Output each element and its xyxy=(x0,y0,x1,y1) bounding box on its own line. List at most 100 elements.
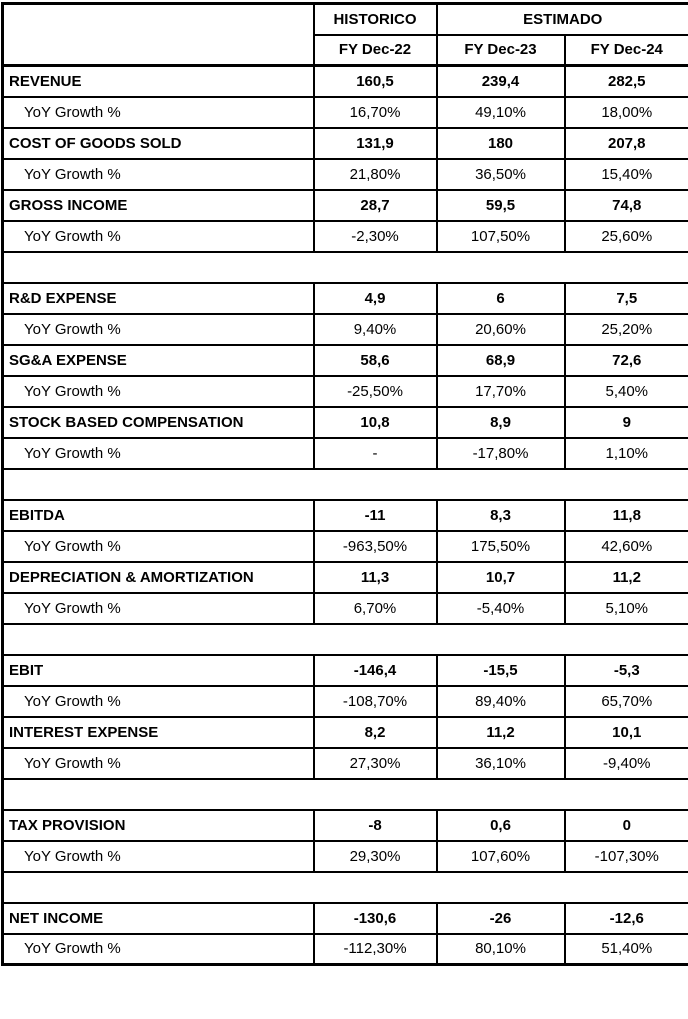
spacer-row xyxy=(1,777,688,811)
yoy-value-cell: 21,80% xyxy=(312,157,438,191)
row-interest-expense: INTEREST EXPENSE 8,2 11,2 10,1 xyxy=(1,715,688,749)
metric-value-cell: 7,5 xyxy=(563,281,688,315)
metric-value-cell: 68,9 xyxy=(435,343,566,377)
metric-label-cell: SG&A EXPENSE xyxy=(1,343,315,377)
row-cost-of-goods-sold: COST OF GOODS SOLD 131,9 180 207,8 xyxy=(1,126,688,160)
metric-value-cell: -8 xyxy=(312,808,438,842)
yoy-value-cell: 6,70% xyxy=(312,591,438,625)
yoy-label-cell: YoY Growth % xyxy=(1,591,315,625)
yoy-label-cell: YoY Growth % xyxy=(1,529,315,563)
yoy-label-cell: YoY Growth % xyxy=(1,436,315,470)
metric-value-cell: 180 xyxy=(435,126,566,160)
column-header-fy-dec-24: FY Dec-24 xyxy=(563,33,688,67)
row-yoy-growth: YoY Growth % 27,30% 36,10% -9,40% xyxy=(1,746,688,780)
table-body: REVENUE 160,5 239,4 282,5 YoY Growth % 16,70%… xyxy=(1,64,688,966)
metric-value-cell: 11,3 xyxy=(312,560,438,594)
row-gross-income: GROSS INCOME 28,7 59,5 74,8 xyxy=(1,188,688,222)
yoy-value-cell: -25,50% xyxy=(312,374,438,408)
yoy-label-cell: YoY Growth % xyxy=(1,684,315,718)
metric-value-cell: 0,6 xyxy=(435,808,566,842)
row-yoy-growth: YoY Growth % -108,70% 89,40% 65,70% xyxy=(1,684,688,718)
yoy-label-cell: YoY Growth % xyxy=(1,312,315,346)
yoy-label-cell: YoY Growth % xyxy=(1,746,315,780)
yoy-value-cell: -107,30% xyxy=(563,839,688,873)
metric-label-cell: EBITDA xyxy=(1,498,315,532)
row-net-income: NET INCOME -130,6 -26 -12,6 xyxy=(1,901,688,935)
row-yoy-growth: YoY Growth % -25,50% 17,70% 5,40% xyxy=(1,374,688,408)
column-header-fy-dec-23: FY Dec-23 xyxy=(435,33,566,67)
metric-label-cell: TAX PROVISION xyxy=(1,808,315,842)
metric-value-cell: 10,7 xyxy=(435,560,566,594)
metric-value-cell: 11,2 xyxy=(563,560,688,594)
row-stock-based-compensation: STOCK BASED COMPENSATION 10,8 8,9 9 xyxy=(1,405,688,439)
yoy-value-cell: 107,60% xyxy=(435,839,566,873)
yoy-value-cell: 80,10% xyxy=(435,932,566,966)
yoy-label-cell: YoY Growth % xyxy=(1,157,315,191)
metric-value-cell: 207,8 xyxy=(563,126,688,160)
corner-cell xyxy=(1,2,315,67)
spacer-row xyxy=(1,250,688,284)
spacer-cell xyxy=(1,250,688,284)
group-header-row: HISTORICO ESTIMADO xyxy=(1,2,688,67)
metric-value-cell: 131,9 xyxy=(312,126,438,160)
yoy-value-cell: 5,40% xyxy=(563,374,688,408)
yoy-value-cell: -2,30% xyxy=(312,219,438,253)
yoy-value-cell: -963,50% xyxy=(312,529,438,563)
row-yoy-growth: YoY Growth % -2,30% 107,50% 25,60% xyxy=(1,219,688,253)
metric-value-cell: 6 xyxy=(435,281,566,315)
yoy-value-cell: 17,70% xyxy=(435,374,566,408)
spacer-cell xyxy=(1,870,688,904)
metric-value-cell: 10,1 xyxy=(563,715,688,749)
yoy-value-cell: 16,70% xyxy=(312,95,438,129)
row-depreciation-amortization: DEPRECIATION & AMORTIZATION 11,3 10,7 11,2 xyxy=(1,560,688,594)
yoy-value-cell: 175,50% xyxy=(435,529,566,563)
spacer-cell xyxy=(1,622,688,656)
metric-label-cell: INTEREST EXPENSE xyxy=(1,715,315,749)
row-yoy-growth: YoY Growth % 9,40% 20,60% 25,20% xyxy=(1,312,688,346)
metric-value-cell: -15,5 xyxy=(435,653,566,687)
row-yoy-growth: YoY Growth % -963,50% 175,50% 42,60% xyxy=(1,529,688,563)
metric-value-cell: -26 xyxy=(435,901,566,935)
yoy-value-cell: 65,70% xyxy=(563,684,688,718)
yoy-value-cell: 89,40% xyxy=(435,684,566,718)
metric-value-cell: 282,5 xyxy=(563,64,688,98)
metric-label-cell: REVENUE xyxy=(1,64,315,98)
metric-value-cell: 0 xyxy=(563,808,688,842)
metric-value-cell: 11,2 xyxy=(435,715,566,749)
metric-value-cell: 8,3 xyxy=(435,498,566,532)
row-sg-a-expense: SG&A EXPENSE 58,6 68,9 72,6 xyxy=(1,343,688,377)
metric-value-cell: -12,6 xyxy=(563,901,688,935)
metric-value-cell: 11,8 xyxy=(563,498,688,532)
estimado-group-header: ESTIMADO xyxy=(435,2,688,36)
row-revenue: REVENUE 160,5 239,4 282,5 xyxy=(1,64,688,98)
yoy-value-cell: -5,40% xyxy=(435,591,566,625)
table-header: HISTORICO ESTIMADO FY Dec-22 FY Dec-23 F… xyxy=(1,2,688,67)
income-statement-table: HISTORICO ESTIMADO FY Dec-22 FY Dec-23 F… xyxy=(1,2,688,966)
spacer-cell xyxy=(1,467,688,501)
metric-value-cell: -130,6 xyxy=(312,901,438,935)
yoy-value-cell: 5,10% xyxy=(563,591,688,625)
row-yoy-growth: YoY Growth % -112,30% 80,10% 51,40% xyxy=(1,932,688,966)
yoy-value-cell: 51,40% xyxy=(563,932,688,966)
yoy-value-cell: -108,70% xyxy=(312,684,438,718)
metric-value-cell: 10,8 xyxy=(312,405,438,439)
row-yoy-growth: YoY Growth % - -17,80% 1,10% xyxy=(1,436,688,470)
yoy-value-cell: 107,50% xyxy=(435,219,566,253)
yoy-value-cell: 9,40% xyxy=(312,312,438,346)
row-yoy-growth: YoY Growth % 21,80% 36,50% 15,40% xyxy=(1,157,688,191)
metric-value-cell: 72,6 xyxy=(563,343,688,377)
yoy-value-cell: 36,50% xyxy=(435,157,566,191)
metric-value-cell: 28,7 xyxy=(312,188,438,222)
yoy-value-cell: 15,40% xyxy=(563,157,688,191)
row-yoy-growth: YoY Growth % 6,70% -5,40% 5,10% xyxy=(1,591,688,625)
yoy-value-cell: -112,30% xyxy=(312,932,438,966)
metric-label-cell: GROSS INCOME xyxy=(1,188,315,222)
metric-value-cell: 4,9 xyxy=(312,281,438,315)
yoy-value-cell: 36,10% xyxy=(435,746,566,780)
metric-label-cell: EBIT xyxy=(1,653,315,687)
row-ebitda: EBITDA -11 8,3 11,8 xyxy=(1,498,688,532)
yoy-value-cell: 25,20% xyxy=(563,312,688,346)
metric-label-cell: R&D EXPENSE xyxy=(1,281,315,315)
row-yoy-growth: YoY Growth % 16,70% 49,10% 18,00% xyxy=(1,95,688,129)
yoy-value-cell: - xyxy=(312,436,438,470)
